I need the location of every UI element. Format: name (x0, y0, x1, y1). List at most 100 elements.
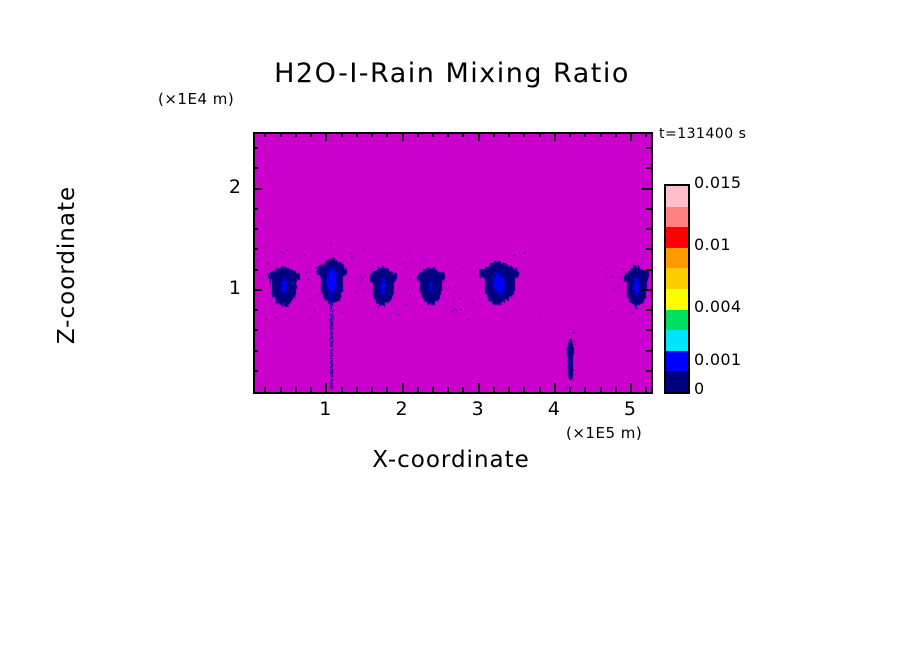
x-tick-mark (492, 387, 495, 392)
x-tick-mark (492, 132, 495, 137)
colorbar-band (666, 309, 688, 331)
x-tick-mark (538, 387, 541, 392)
x-tick-mark (462, 132, 465, 137)
y-tick-label: 1 (228, 276, 241, 299)
x-tick-mark (599, 132, 602, 137)
x-tick-mark (355, 387, 358, 392)
y-tick-mark (253, 248, 258, 251)
colorbar-tick-label: 0 (694, 379, 705, 398)
colorbar-band (666, 289, 688, 311)
colorbar-band (666, 227, 688, 249)
x-tick-mark (371, 132, 374, 137)
x-tick-mark (447, 132, 450, 137)
x-tick-mark (584, 387, 587, 392)
x-tick-label: 2 (395, 398, 408, 420)
y-tick-mark (253, 288, 262, 291)
x-tick-mark (340, 132, 343, 137)
y-tick-mark (646, 329, 651, 332)
x-tick-mark (645, 132, 648, 137)
x-tick-mark (447, 387, 450, 392)
y-axis-title: Z-coordinate (54, 185, 80, 345)
x-tick-mark (462, 387, 465, 392)
y-tick-mark (253, 268, 258, 271)
colorbar-band (666, 350, 688, 372)
x-tick-mark (523, 132, 526, 137)
x-tick-mark (569, 387, 572, 392)
y-tick-mark (646, 369, 651, 372)
colorbar-band (666, 206, 688, 228)
colorbar (664, 184, 690, 394)
x-tick-mark (416, 387, 419, 392)
y-tick-mark (646, 147, 651, 150)
x-tick-mark (508, 387, 511, 392)
y-tick-mark (253, 228, 258, 231)
x-tick-mark (264, 387, 267, 392)
y-tick-mark (253, 147, 258, 150)
x-tick-mark (340, 387, 343, 392)
x-tick-mark (279, 387, 282, 392)
x-tick-mark (431, 132, 434, 137)
x-tick-mark (386, 387, 389, 392)
y-tick-mark (646, 268, 651, 271)
plot-area (253, 132, 653, 394)
x-tick-label: 5 (623, 398, 636, 420)
x-tick-mark (264, 132, 267, 137)
time-annotation: t=131400 s (659, 126, 747, 142)
x-tick-mark (629, 383, 632, 392)
y-axis-unit-label: (×1E4 m) (158, 90, 235, 108)
x-tick-mark (310, 132, 313, 137)
x-tick-mark (553, 132, 556, 141)
y-tick-mark (642, 288, 651, 291)
y-tick-mark (253, 329, 258, 332)
x-tick-mark (386, 132, 389, 137)
y-tick-mark (646, 228, 651, 231)
x-tick-mark (584, 132, 587, 137)
x-tick-mark (294, 132, 297, 137)
x-tick-label: 4 (547, 398, 560, 420)
colorbar-band (666, 186, 688, 208)
y-tick-mark (646, 167, 651, 170)
y-tick-mark (253, 187, 262, 190)
y-tick-mark (253, 309, 258, 312)
y-tick-mark (646, 248, 651, 251)
x-tick-mark (325, 132, 328, 141)
colorbar-tick-label: 0.001 (694, 350, 742, 370)
x-tick-mark (294, 387, 297, 392)
x-tick-mark (569, 132, 572, 137)
colorbar-tick-label: 0.01 (694, 234, 731, 254)
x-tick-mark (279, 132, 282, 137)
colorbar-tick-label: 0.004 (694, 296, 742, 316)
x-tick-label: 1 (319, 398, 332, 420)
y-tick-mark (642, 187, 651, 190)
x-tick-mark (477, 383, 480, 392)
colorbar-band (666, 371, 688, 393)
colorbar-band (666, 330, 688, 352)
x-tick-mark (401, 132, 404, 141)
x-tick-label: 3 (471, 398, 484, 420)
x-tick-mark (553, 383, 556, 392)
x-tick-mark (614, 132, 617, 137)
y-tick-mark (646, 349, 651, 352)
y-tick-mark (646, 309, 651, 312)
y-tick-mark (253, 349, 258, 352)
x-axis-title: X-coordinate (372, 447, 530, 473)
x-tick-mark (477, 132, 480, 141)
x-tick-mark (355, 132, 358, 137)
x-tick-mark (538, 132, 541, 137)
x-axis-unit-label: (×1E5 m) (566, 424, 643, 442)
y-tick-mark (646, 207, 651, 210)
y-tick-mark (253, 167, 258, 170)
x-tick-mark (508, 132, 511, 137)
colorbar-tick-label: 0.015 (694, 173, 742, 192)
x-tick-mark (599, 387, 602, 392)
x-tick-mark (614, 387, 617, 392)
x-tick-mark (523, 387, 526, 392)
x-tick-mark (310, 387, 313, 392)
colorbar-band (666, 247, 688, 269)
page-title: H2O-I-Rain Mixing Ratio (274, 58, 630, 89)
x-tick-mark (645, 387, 648, 392)
y-tick-mark (253, 207, 258, 210)
colorbar-band (666, 268, 688, 290)
x-tick-mark (401, 383, 404, 392)
